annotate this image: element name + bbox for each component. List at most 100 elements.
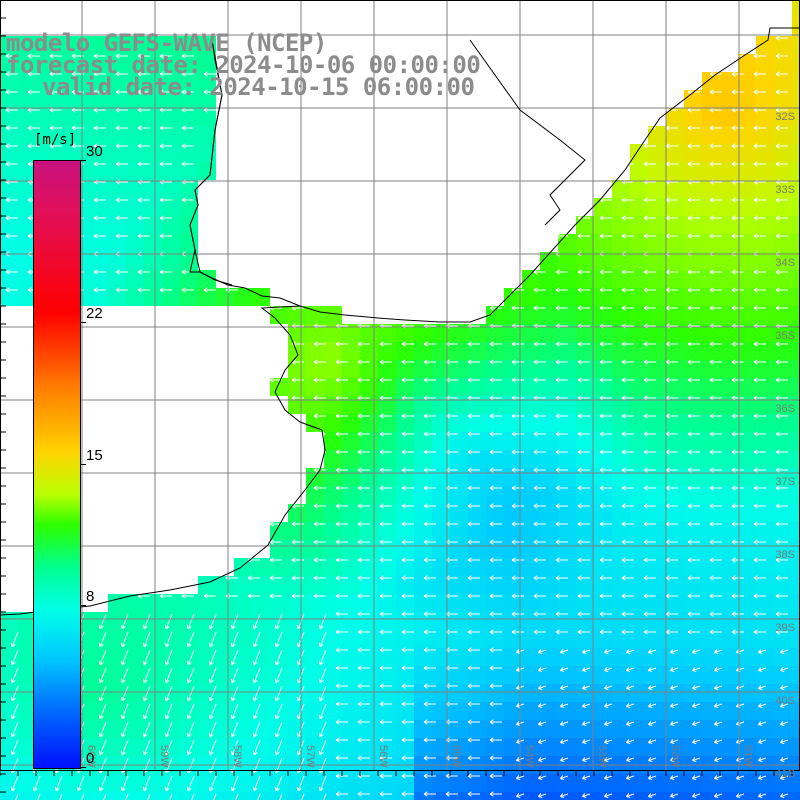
wind-cell	[594, 378, 612, 396]
wind-cell	[414, 558, 432, 576]
wind-cell	[630, 792, 648, 800]
wind-cell	[774, 774, 792, 792]
wind-arrow	[753, 557, 766, 563]
wind-cell	[792, 702, 800, 720]
wind-cell	[504, 360, 522, 378]
wind-cell	[288, 594, 306, 612]
wind-cell	[558, 414, 576, 432]
wind-arrow	[423, 359, 436, 365]
wind-cell	[756, 252, 774, 270]
wind-cell	[630, 342, 648, 360]
wind-arrow	[445, 773, 458, 779]
title-forecast-date: forecast date: 2024-10-06 00:00:00	[6, 51, 481, 79]
wind-cell	[432, 738, 450, 756]
wind-cell	[252, 738, 270, 756]
wind-cell	[684, 108, 702, 126]
wind-cell	[792, 792, 800, 800]
wind-arrow	[731, 503, 744, 509]
wind-arrow	[191, 793, 195, 800]
wind-cell	[792, 468, 800, 486]
wind-cell	[576, 414, 594, 432]
wind-cell	[684, 630, 702, 648]
wind-cell	[396, 594, 414, 612]
wind-arrow	[599, 377, 612, 383]
wind-arrow	[81, 793, 85, 800]
wind-arrow	[142, 703, 151, 720]
wind-cell	[324, 630, 342, 648]
wind-arrow	[709, 431, 722, 437]
wind-arrow	[379, 503, 392, 509]
wind-cell	[792, 0, 800, 18]
wind-cell	[738, 486, 756, 504]
wind-cell	[702, 720, 720, 738]
wind-cell	[774, 324, 792, 342]
colorbar	[33, 160, 81, 769]
wind-arrow	[621, 287, 634, 293]
wind-arrow	[709, 89, 722, 95]
wind-cell	[468, 738, 486, 756]
wind-arrow	[208, 775, 217, 792]
wind-arrow	[511, 539, 524, 545]
wind-cell	[648, 648, 666, 666]
wind-cell	[486, 630, 504, 648]
wind-cell	[648, 684, 666, 702]
wind-cell	[216, 792, 234, 800]
wind-cell	[720, 468, 738, 486]
wind-arrow	[10, 667, 19, 684]
wind-cell	[594, 594, 612, 612]
wind-arrow	[621, 629, 634, 635]
wind-cell	[792, 162, 800, 180]
wind-cell	[792, 216, 800, 234]
wind-arrow	[775, 53, 788, 59]
wind-arrow	[709, 593, 722, 599]
wind-cell	[450, 486, 468, 504]
wind-arrow	[467, 665, 480, 671]
wind-cell	[558, 576, 576, 594]
wind-cell	[648, 324, 666, 342]
wind-cell	[594, 684, 612, 702]
wind-arrow	[731, 485, 744, 491]
wind-arrow	[577, 629, 590, 635]
wind-arrow	[164, 667, 173, 684]
wind-cell	[234, 576, 252, 594]
wind-cell	[144, 198, 162, 216]
wind-arrow	[467, 503, 480, 509]
wind-cell	[126, 792, 144, 800]
wind-arrow	[731, 377, 744, 383]
wind-cell	[720, 72, 738, 90]
wind-arrow	[10, 739, 19, 756]
wind-cell	[180, 144, 198, 162]
wind-arrow	[643, 161, 656, 167]
wind-cell	[738, 414, 756, 432]
wind-cell	[450, 342, 468, 360]
wind-arrow	[560, 793, 569, 798]
wind-arrow	[582, 721, 591, 726]
wind-arrow	[582, 775, 591, 780]
wind-cell	[594, 540, 612, 558]
wind-cell	[648, 414, 666, 432]
wind-arrow	[670, 685, 679, 690]
wind-arrow	[98, 703, 107, 720]
wind-cell	[90, 288, 108, 306]
wind-cell	[666, 378, 684, 396]
wind-cell	[252, 288, 270, 306]
wind-arrow	[604, 685, 613, 690]
wind-arrow	[5, 53, 18, 59]
wind-arrow	[467, 431, 480, 437]
wind-arrow	[648, 775, 657, 780]
wind-cell	[648, 468, 666, 486]
wind-cell	[360, 540, 378, 558]
wind-arrow	[357, 359, 370, 365]
wind-cell	[756, 522, 774, 540]
wind-cell	[522, 396, 540, 414]
wind-arrow	[643, 467, 656, 473]
wind-arrow	[357, 449, 370, 455]
wind-arrow	[731, 143, 744, 149]
wind-cell	[522, 612, 540, 630]
wind-cell	[540, 432, 558, 450]
wind-cell	[18, 720, 36, 738]
wind-arrow	[692, 721, 701, 726]
wind-cell	[324, 378, 342, 396]
wind-cell	[504, 702, 522, 720]
wind-arrow	[137, 89, 150, 95]
